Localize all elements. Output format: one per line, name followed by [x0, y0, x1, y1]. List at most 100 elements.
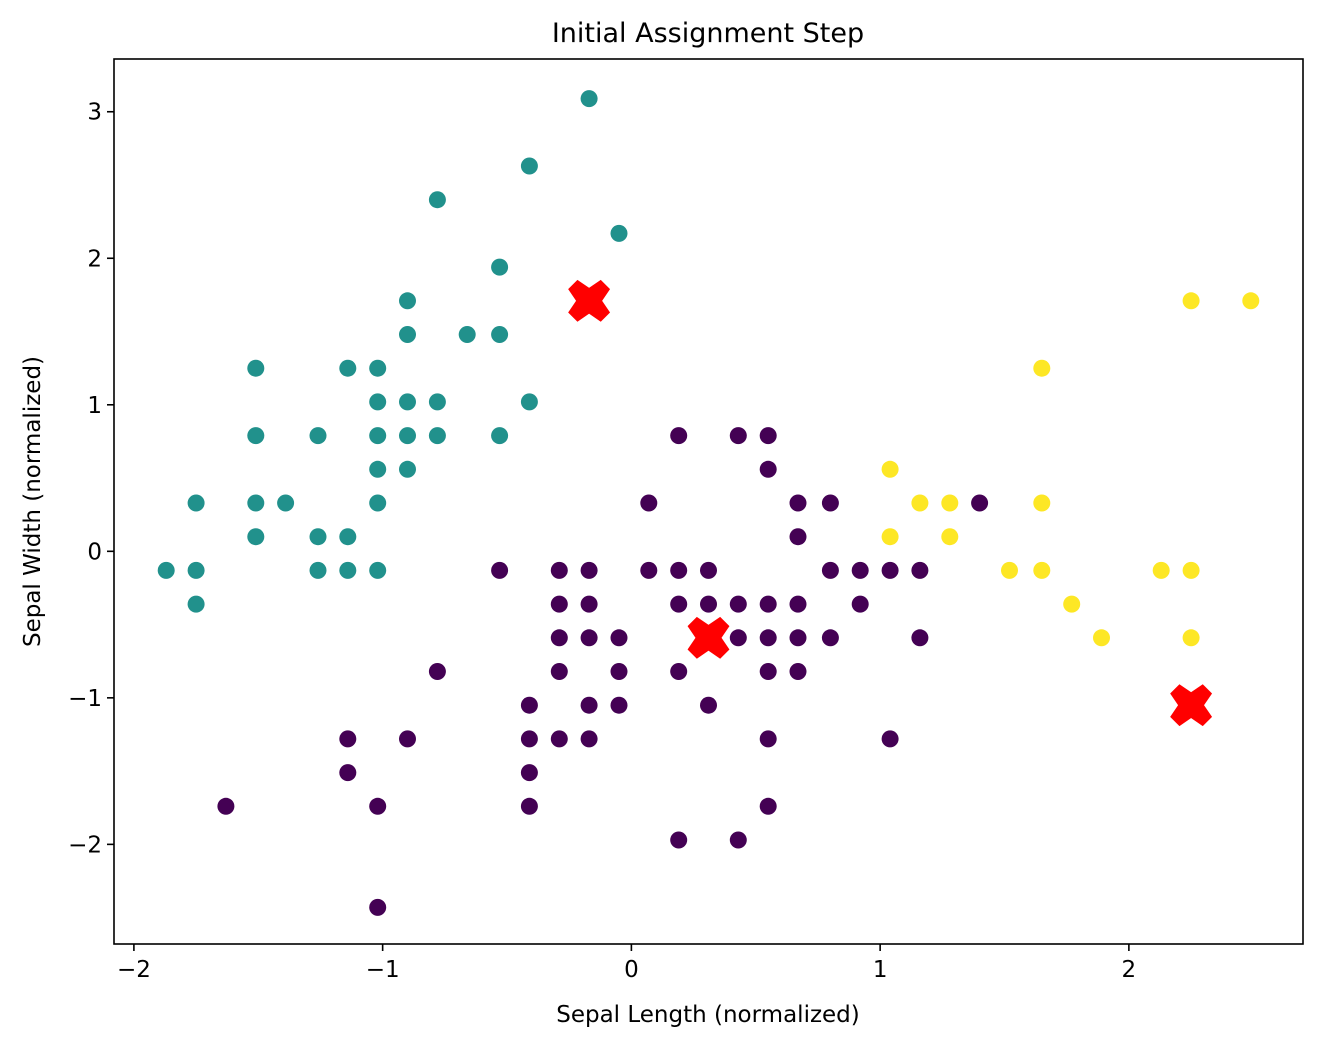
cluster-0-point: [881, 561, 899, 579]
cluster-0-point: [789, 494, 807, 512]
cluster-1-point: [277, 494, 295, 512]
cluster-1-point: [520, 393, 538, 411]
cluster-2-point: [1063, 595, 1081, 613]
cluster-1-point: [339, 528, 357, 546]
x-axis-ticks: −2 −1 0 1 2: [117, 944, 1136, 983]
cluster-0-point: [729, 629, 747, 647]
cluster-1-point: [187, 595, 205, 613]
cluster-0-point: [759, 730, 777, 748]
cluster-0-point: [759, 629, 777, 647]
x-tick-label: 1: [873, 957, 888, 983]
y-tick-label: 3: [87, 100, 102, 126]
cluster-2-point: [1093, 629, 1110, 647]
cluster-1-point: [309, 561, 327, 579]
y-tick-label: 1: [87, 393, 102, 419]
cluster-1-point: [399, 427, 416, 445]
cluster-0-point: [580, 629, 598, 647]
cluster-0-point: [520, 730, 538, 748]
cluster-1-point: [399, 326, 416, 343]
cluster-1-point: [458, 326, 476, 343]
cluster-0-point: [550, 730, 568, 748]
cluster-1-point: [520, 157, 538, 175]
cluster-1-point: [399, 460, 416, 478]
cluster-1-point: [369, 494, 387, 512]
cluster-1-point: [428, 393, 446, 411]
cluster-0-point: [670, 427, 688, 445]
cluster-1-point: [428, 427, 446, 445]
cluster-0-point: [640, 494, 658, 512]
plot-frame: [113, 58, 1304, 945]
cluster-0-point: [369, 898, 387, 916]
y-tick-label: 0: [87, 539, 102, 565]
cluster-2-point: [1242, 292, 1260, 310]
cluster-1-point: [369, 427, 387, 445]
cluster-1-point: [369, 561, 387, 579]
cluster-0-point: [729, 595, 747, 613]
cluster-1-point: [399, 393, 416, 411]
cluster-0-point: [729, 831, 747, 849]
cluster-1-point: [369, 460, 387, 478]
cluster-0-point: [610, 663, 628, 680]
cluster-1-point: [491, 427, 509, 445]
centroid-markers: [568, 279, 1213, 727]
cluster-0-point: [700, 696, 717, 714]
cluster-0-point: [971, 494, 989, 512]
cluster-0-point: [821, 629, 839, 647]
cluster-1-point: [157, 561, 175, 579]
cluster-0-point: [550, 663, 568, 680]
cluster-1-point: [247, 359, 265, 377]
cluster-0-point: [670, 663, 688, 680]
x-tick-label: −1: [366, 957, 400, 983]
cluster-2-point: [1033, 494, 1051, 512]
centroid-marker-3: [1170, 684, 1213, 727]
cluster-2-point: [881, 528, 899, 546]
cluster-0-point: [339, 730, 357, 748]
cluster-0-point: [580, 730, 598, 748]
cluster-0-point: [369, 797, 387, 815]
cluster-1-point: [187, 494, 205, 512]
cluster-0-point: [911, 561, 929, 579]
cluster-0-point: [580, 595, 598, 613]
cluster-0-point: [759, 427, 777, 445]
cluster-0-point: [789, 629, 807, 647]
cluster-2-point: [1033, 359, 1051, 377]
cluster-0-point: [821, 561, 839, 579]
centroid-marker-1: [568, 279, 611, 322]
x-tick-label: 0: [624, 957, 639, 983]
cluster-1-point: [309, 528, 327, 546]
cluster-1-point: [247, 494, 265, 512]
cluster-0-point: [580, 561, 598, 579]
cluster-1-point: [399, 292, 416, 310]
y-axis-label: Sepal Width (normalized): [20, 356, 46, 647]
cluster-0-point: [700, 595, 717, 613]
cluster-2-point: [1001, 561, 1018, 579]
cluster-1-point: [247, 528, 265, 546]
cluster-0-point: [550, 595, 568, 613]
cluster-1-point: [491, 258, 509, 276]
cluster-0-point: [789, 595, 807, 613]
cluster-0-point: [700, 561, 717, 579]
cluster-2-point: [941, 494, 959, 512]
cluster-1-point: [339, 359, 357, 377]
data-points: [157, 90, 1260, 916]
cluster-1-point: [309, 427, 327, 445]
cluster-0-point: [789, 528, 807, 546]
cluster-0-point: [339, 764, 357, 782]
cluster-2-point: [1152, 561, 1170, 579]
cluster-0-point: [759, 595, 777, 613]
cluster-0-point: [580, 696, 598, 714]
cluster-0-point: [491, 561, 509, 579]
cluster-0-point: [550, 561, 568, 579]
cluster-0-point: [759, 663, 777, 680]
cluster-0-point: [759, 797, 777, 815]
x-tick-label: 2: [1122, 957, 1137, 983]
cluster-1-point: [428, 191, 446, 209]
cluster-2-point: [911, 494, 929, 512]
cluster-1-point: [339, 561, 357, 579]
cluster-0-point: [759, 460, 777, 478]
cluster-1-point: [187, 561, 205, 579]
chart-title: Initial Assignment Step: [552, 18, 864, 49]
cluster-0-point: [610, 696, 628, 714]
cluster-0-point: [520, 797, 538, 815]
